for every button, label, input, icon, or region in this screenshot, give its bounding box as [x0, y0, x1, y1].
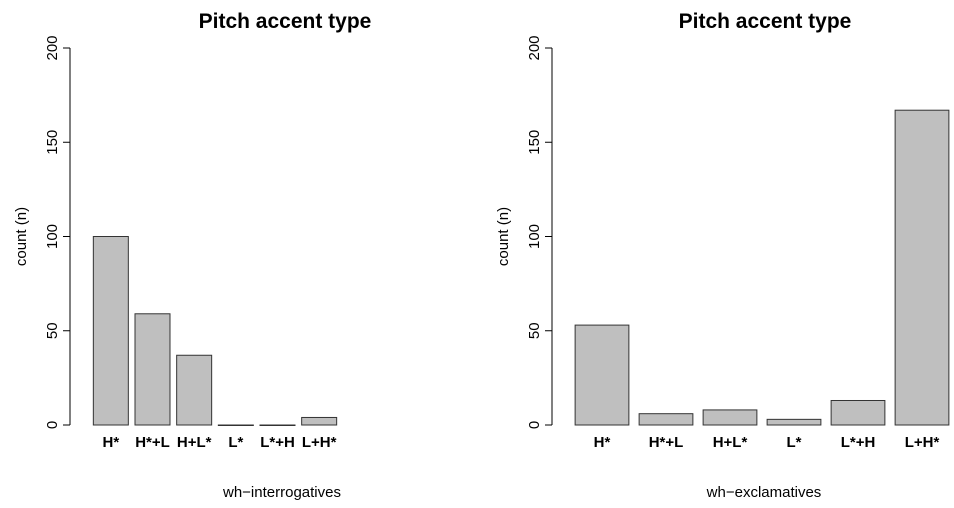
- x-tick-label: L+H*: [302, 434, 337, 451]
- y-tick-label: 50: [44, 322, 61, 339]
- y-tick-label: 150: [526, 130, 543, 155]
- bar-l-plus-hstar: [301, 416, 338, 426]
- x-tick-label: L*: [787, 434, 802, 451]
- x-tick-label: L*: [228, 434, 243, 451]
- x-axis-label: wh−interrogatives: [222, 484, 341, 501]
- y-axis-label: count (n): [13, 207, 30, 266]
- bar-lstar-plus-h: [259, 424, 296, 426]
- y-tick-label: 50: [526, 322, 543, 339]
- bar-lstar: [766, 418, 822, 426]
- x-axis-label: wh−exclamatives: [706, 484, 822, 501]
- bar-lstar: [217, 424, 254, 426]
- x-tick-label: H*: [102, 434, 119, 451]
- bar-hstar-plus-l: [134, 313, 171, 426]
- bar-hstar: [92, 236, 129, 426]
- y-tick-label: 150: [44, 130, 61, 155]
- x-tick-label: L*+H: [841, 434, 876, 451]
- bar-hstar: [574, 324, 630, 426]
- y-tick-label: 100: [526, 224, 543, 249]
- y-tick-label: 100: [44, 224, 61, 249]
- x-tick-label: L+H*: [905, 434, 940, 451]
- bar-h-plus-lstar: [702, 409, 758, 426]
- y-tick-label: 200: [44, 35, 61, 60]
- chart-panel-2: Pitch accent type 0 50 100 150 200 count (n) H*…: [495, 10, 950, 501]
- x-tick-label: H+L*: [177, 434, 212, 451]
- x-tick-label: H*: [594, 434, 611, 451]
- y-tick-label: 0: [44, 421, 61, 429]
- x-tick-label: H*+L: [135, 434, 170, 451]
- bar-h-plus-lstar: [176, 354, 213, 426]
- y-tick-label: 0: [526, 421, 543, 429]
- x-tick-label: H+L*: [713, 434, 748, 451]
- bar-hstar-plus-l: [638, 413, 694, 426]
- chart-panel-1: Pitch accent type 0 50 100 150 200 count (n) H*…: [13, 10, 371, 501]
- x-tick-label: L*+H: [260, 434, 295, 451]
- chart-title: Pitch accent type: [199, 10, 372, 33]
- chart-title: Pitch accent type: [679, 10, 852, 33]
- y-axis-label: count (n): [495, 207, 512, 266]
- x-tick-label: H*+L: [649, 434, 684, 451]
- bar-l-plus-hstar: [894, 109, 950, 426]
- bar-lstar-plus-h: [830, 399, 886, 426]
- y-tick-label: 200: [526, 35, 543, 60]
